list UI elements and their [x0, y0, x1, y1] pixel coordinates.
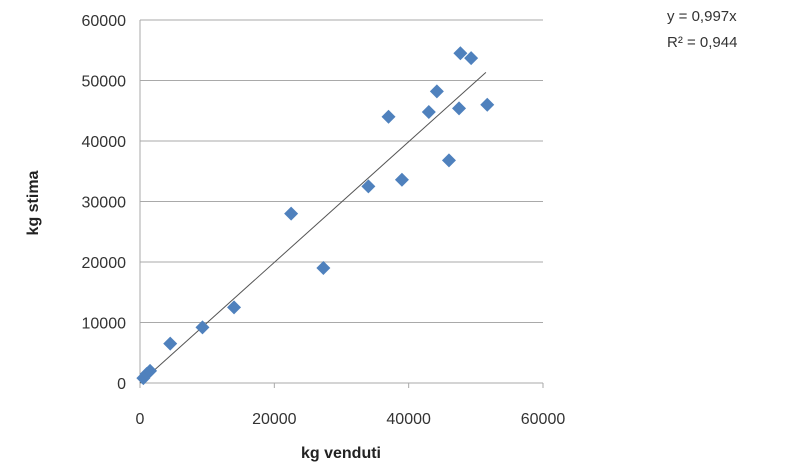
r-squared-label: R² = 0,944	[667, 34, 737, 51]
axes	[139, 20, 544, 388]
data-point	[464, 51, 479, 66]
data-point	[441, 153, 456, 168]
x-tick-label: 20000	[252, 411, 297, 428]
data-point	[195, 320, 210, 335]
data-point	[394, 172, 409, 187]
y-tick-label: 10000	[82, 316, 127, 333]
data-point	[284, 206, 299, 221]
data-point	[316, 261, 331, 276]
data-points	[136, 46, 495, 386]
data-point	[480, 97, 495, 112]
x-tick-label: 40000	[386, 411, 431, 428]
gridlines	[140, 19, 543, 323]
y-tick-label: 0	[117, 376, 126, 393]
data-point	[143, 363, 158, 378]
x-tick-labels: 0 20000 40000 60000	[136, 411, 566, 428]
data-point	[453, 46, 468, 61]
x-tick-label: 60000	[521, 411, 566, 428]
y-tick-label: 40000	[82, 134, 127, 151]
trendline-equation: y = 0,997x	[667, 8, 737, 25]
x-tick-label: 0	[136, 411, 145, 428]
trendline-layer	[139, 71, 487, 384]
trendline	[139, 71, 487, 384]
y-tick-label: 20000	[82, 255, 127, 272]
y-tick-label: 60000	[82, 13, 127, 30]
y-axis-title: kg stima	[25, 170, 42, 235]
data-point	[361, 179, 376, 194]
y-tick-label: 30000	[82, 195, 127, 212]
data-point	[421, 104, 436, 119]
data-point	[381, 109, 396, 124]
y-tick-labels: 0 10000 20000 30000 40000 50000 60000	[82, 13, 127, 393]
data-point	[429, 84, 444, 99]
data-point	[227, 300, 242, 315]
x-axis-title: kg venduti	[301, 445, 381, 462]
y-tick-label: 50000	[82, 74, 127, 91]
data-point	[452, 101, 467, 116]
data-point	[163, 336, 178, 351]
